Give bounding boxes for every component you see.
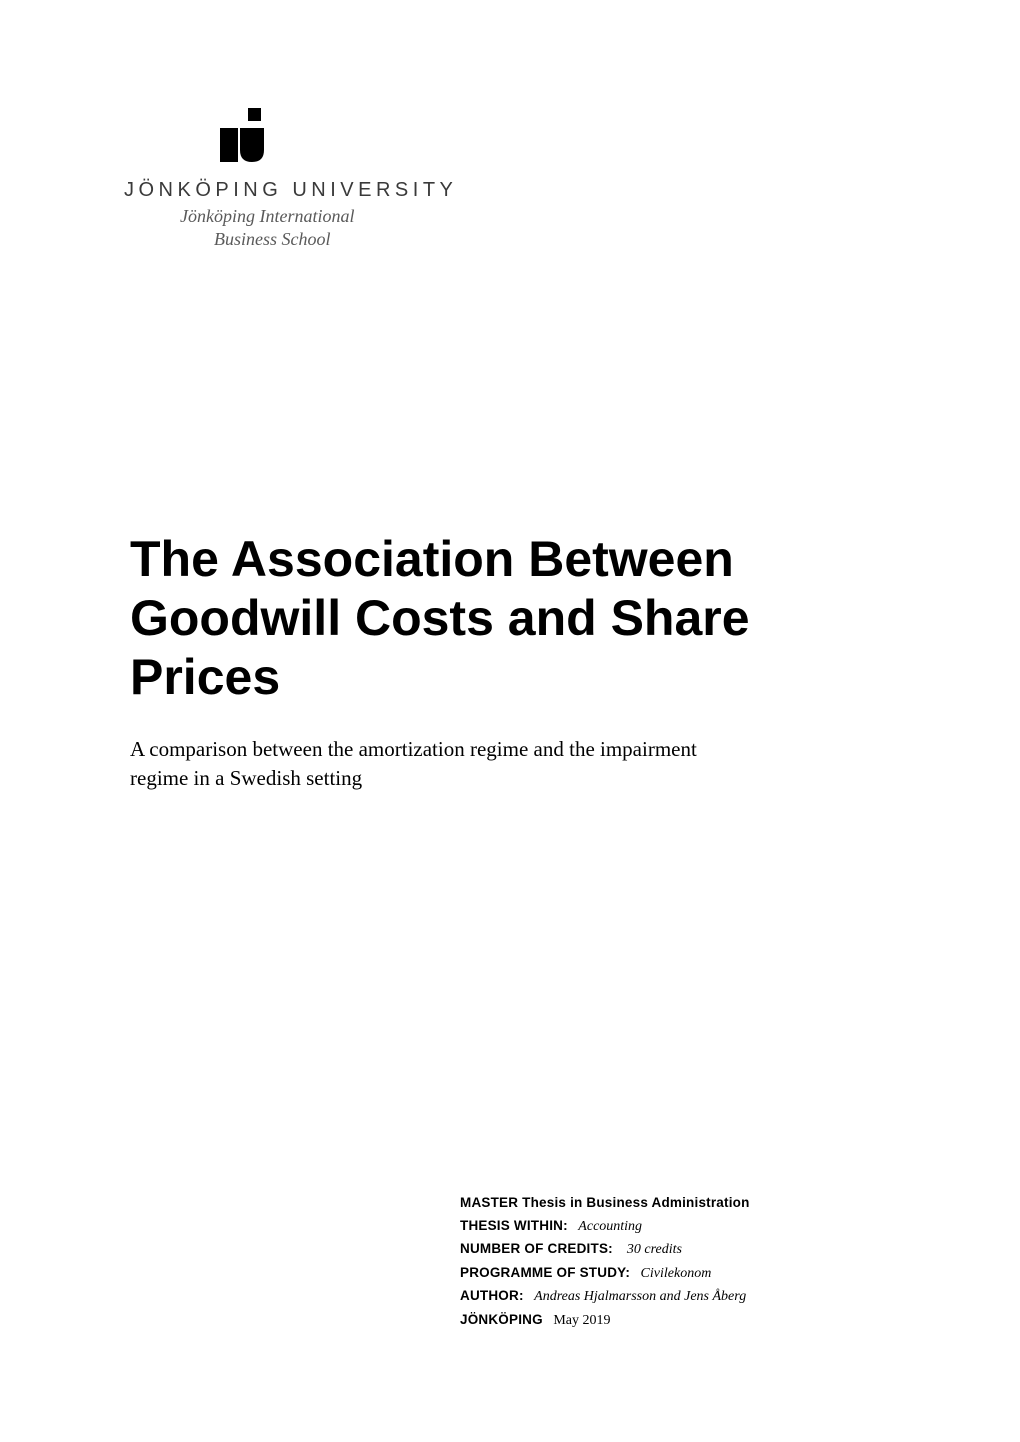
thesis-title: The Association Between Goodwill Costs a… bbox=[130, 530, 890, 707]
logo-mark bbox=[220, 108, 890, 167]
meta-place: JÖNKÖPING May 2019 bbox=[460, 1309, 940, 1332]
meta-credits-label: NUMBER OF CREDITS: bbox=[460, 1241, 613, 1256]
meta-thesis-within: THESIS WITHIN: Accounting bbox=[460, 1215, 940, 1238]
meta-author-value: Andreas Hjalmarsson and Jens Åberg bbox=[534, 1289, 746, 1304]
meta-heading: MASTER Thesis in Business Administration bbox=[460, 1192, 940, 1215]
meta-place-label: JÖNKÖPING bbox=[460, 1312, 543, 1327]
ju-logo-icon bbox=[220, 108, 270, 162]
page: JÖNKÖPING UNIVERSITY Jönköping Internati… bbox=[0, 0, 1020, 1442]
meta-programme: PROGRAMME OF STUDY: Civilekonom bbox=[460, 1262, 940, 1285]
meta-place-value: May 2019 bbox=[553, 1313, 610, 1328]
university-logo-block: JÖNKÖPING UNIVERSITY Jönköping Internati… bbox=[124, 108, 890, 250]
meta-programme-value: Civilekonom bbox=[641, 1266, 712, 1281]
logo-subline-1: Jönköping International bbox=[180, 206, 890, 227]
logo-subline-2: Business School bbox=[214, 229, 890, 250]
meta-heading-text: MASTER Thesis in Business Administration bbox=[460, 1195, 750, 1210]
meta-credits-value: 30 credits bbox=[627, 1242, 682, 1257]
thesis-subtitle: A comparison between the amortization re… bbox=[130, 735, 750, 794]
meta-credits: NUMBER OF CREDITS: 30 credits bbox=[460, 1238, 940, 1261]
meta-thesis-within-label: THESIS WITHIN: bbox=[460, 1218, 568, 1233]
logo-wordmark: JÖNKÖPING UNIVERSITY bbox=[124, 179, 890, 202]
meta-author: AUTHOR: Andreas Hjalmarsson and Jens Åbe… bbox=[460, 1285, 940, 1308]
thesis-metadata-block: MASTER Thesis in Business Administration… bbox=[460, 1192, 940, 1332]
meta-author-label: AUTHOR: bbox=[460, 1288, 524, 1303]
meta-thesis-within-value: Accounting bbox=[578, 1219, 642, 1234]
meta-programme-label: PROGRAMME OF STUDY: bbox=[460, 1265, 630, 1280]
